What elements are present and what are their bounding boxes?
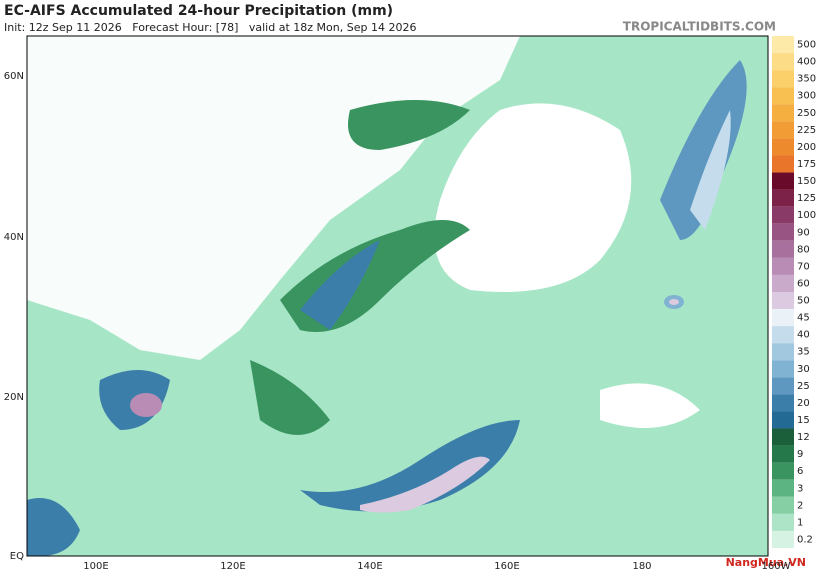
colorbar-swatch <box>772 138 794 156</box>
colorbar-swatch <box>772 36 794 54</box>
lat-label: 60N <box>4 71 24 82</box>
colorbar-label: 175 <box>797 159 816 170</box>
colorbar-label: 80 <box>797 244 810 255</box>
subtitle: Init: 12z Sep 11 2026 Forecast Hour: [78… <box>4 21 416 34</box>
colorbar-label: 15 <box>797 415 810 426</box>
colorbar-label: 20 <box>797 398 810 409</box>
lon-label: 160W <box>762 561 791 572</box>
title: EC-AIFS Accumulated 24-hour Precipitatio… <box>4 3 393 19</box>
colorbar-label: 300 <box>797 91 816 102</box>
colorbar-label: 25 <box>797 381 810 392</box>
colorbar-label: 225 <box>797 125 816 136</box>
colorbar-label: 6 <box>797 466 803 477</box>
lon-label: 160E <box>494 561 519 572</box>
colorbar-swatch <box>772 104 794 122</box>
colorbar-label: 50 <box>797 296 810 307</box>
colorbar-swatch <box>772 479 794 497</box>
colorbar-swatch <box>772 462 794 480</box>
colorbar-label: 200 <box>797 142 816 153</box>
site-credit: TROPICALTIDBITS.COM <box>623 20 776 34</box>
colorbar-swatch <box>772 274 794 292</box>
colorbar-swatch <box>772 87 794 105</box>
colorbar-swatch <box>772 155 794 173</box>
colorbar-swatch <box>772 121 794 139</box>
colorbar-swatch <box>772 377 794 395</box>
colorbar-swatch <box>772 428 794 446</box>
colorbar-label: 30 <box>797 364 810 375</box>
colorbar-label: 35 <box>797 347 810 358</box>
colorbar-swatch <box>772 411 794 429</box>
map <box>26 35 769 557</box>
colorbar-label: 90 <box>797 227 810 238</box>
colorbar-label: 250 <box>797 108 816 119</box>
watermark: NangMua.VN <box>726 556 806 569</box>
colorbar-label: 500 <box>797 40 816 51</box>
colorbar-swatch <box>772 496 794 514</box>
lat-label: 40N <box>4 232 24 243</box>
colorbar-label: 125 <box>797 193 816 204</box>
colorbar-swatch <box>772 360 794 378</box>
colorbar-swatch <box>772 223 794 241</box>
colorbar-swatch <box>772 172 794 190</box>
colorbar-label: 1 <box>797 517 803 528</box>
colorbar-swatch <box>772 445 794 463</box>
colorbar-label: 60 <box>797 278 810 289</box>
colorbar-label: 9 <box>797 449 803 460</box>
colorbar-label: 3 <box>797 483 803 494</box>
colorbar-swatch <box>772 206 794 224</box>
colorbar-label: 12 <box>797 432 810 443</box>
colorbar-swatch <box>772 292 794 310</box>
colorbar-label: 45 <box>797 313 810 324</box>
lon-label: 120E <box>220 561 245 572</box>
colorbar-swatch <box>772 189 794 207</box>
colorbar-label: 350 <box>797 74 816 85</box>
colorbar-swatch <box>772 53 794 71</box>
colorbar-label: 40 <box>797 330 810 341</box>
colorbar-label: 70 <box>797 261 810 272</box>
colorbar-label: 400 <box>797 57 816 68</box>
colorbar-swatch <box>772 309 794 327</box>
lon-label: 100E <box>83 561 108 572</box>
colorbar-swatch <box>772 240 794 258</box>
colorbar-swatch <box>772 70 794 88</box>
colorbar-label: 0.2 <box>797 534 813 545</box>
lon-label: 140E <box>357 561 382 572</box>
colorbar-swatch <box>772 394 794 412</box>
colorbar-swatch <box>772 343 794 361</box>
colorbar-swatch <box>772 326 794 344</box>
lon-label: 180 <box>632 561 651 572</box>
colorbar-label: 150 <box>797 176 816 187</box>
colorbar-label: 2 <box>797 500 803 511</box>
colorbar-label: 100 <box>797 210 816 221</box>
lat-label: 20N <box>4 392 24 403</box>
lat-label: EQ <box>10 551 24 562</box>
colorbar-swatch <box>772 513 794 531</box>
colorbar-swatch <box>772 257 794 275</box>
colorbar-swatch <box>772 530 794 548</box>
